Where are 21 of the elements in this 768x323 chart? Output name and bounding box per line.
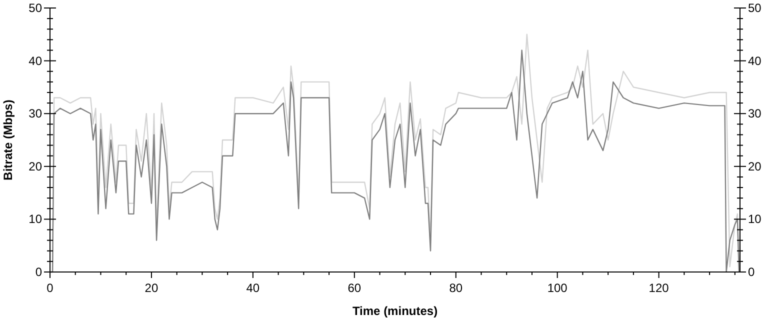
x-tick-label: 100 — [547, 281, 568, 295]
y-tick-label: 0 — [35, 265, 42, 279]
x-tick-label: 0 — [46, 281, 54, 295]
x-tick-label: 40 — [246, 281, 260, 295]
y2-tick-label: 40 — [748, 54, 762, 68]
x-tick-label: 80 — [449, 281, 463, 295]
x-axis-title: Time (minutes) — [352, 304, 438, 318]
y2-tick-label: 30 — [748, 106, 762, 121]
y2-tick-label: 10 — [748, 212, 762, 226]
y2-tick-label: 50 — [748, 1, 762, 15]
x-tick-label: 20 — [144, 281, 158, 295]
y-tick-label: 20 — [28, 159, 42, 174]
y-tick-label: 50 — [28, 1, 42, 15]
x-tick-label: 60 — [348, 281, 362, 295]
y-tick-label: 10 — [28, 212, 42, 226]
y-tick-label: 40 — [28, 54, 42, 68]
y2-tick-label: 0 — [748, 265, 755, 279]
y-axis-title: Bitrate (Mbps) — [1, 100, 15, 180]
y-tick-label: 30 — [28, 106, 42, 121]
x-tick-label: 120 — [648, 281, 670, 295]
y2-tick-label: 20 — [748, 159, 762, 174]
